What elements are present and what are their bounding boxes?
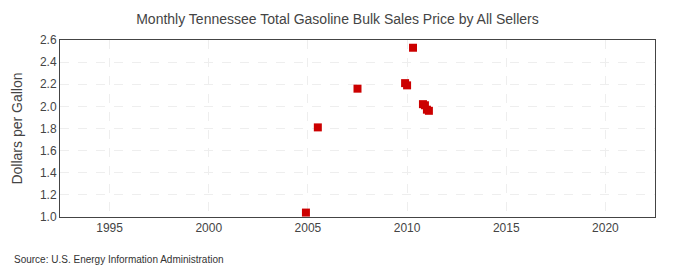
svg-text:1.0: 1.0 [40, 210, 57, 224]
svg-text:1.4: 1.4 [40, 166, 57, 180]
svg-text:1995: 1995 [96, 221, 123, 235]
svg-text:2.0: 2.0 [40, 100, 57, 114]
svg-text:2010: 2010 [394, 221, 421, 235]
svg-text:Source: U.S. Energy Informatio: Source: U.S. Energy Information Administ… [14, 254, 224, 265]
svg-text:2005: 2005 [295, 221, 322, 235]
svg-text:1.6: 1.6 [40, 144, 57, 158]
svg-text:2000: 2000 [195, 221, 222, 235]
svg-text:2020: 2020 [592, 221, 619, 235]
svg-text:Dollars per Gallon: Dollars per Gallon [9, 72, 25, 184]
svg-text:2.4: 2.4 [40, 55, 57, 69]
svg-text:2.2: 2.2 [40, 77, 57, 91]
svg-text:Monthly Tennessee Total Gasoli: Monthly Tennessee Total Gasoline Bulk Sa… [136, 11, 539, 27]
svg-text:1.2: 1.2 [40, 188, 57, 202]
svg-text:2015: 2015 [493, 221, 520, 235]
svg-text:2.6: 2.6 [40, 33, 57, 47]
svg-text:1.8: 1.8 [40, 122, 57, 136]
